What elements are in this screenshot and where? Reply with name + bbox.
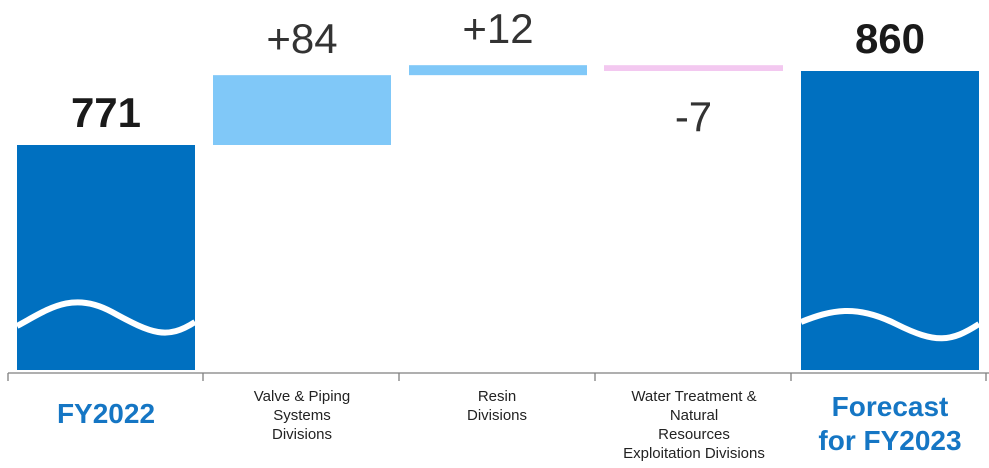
bar-total <box>17 145 195 370</box>
bar-total <box>801 71 979 370</box>
category-label-line: Exploitation Divisions <box>623 445 765 462</box>
bar-increase <box>409 65 587 76</box>
category-label: FY2022 <box>57 398 155 429</box>
data-label: 860 <box>855 15 925 62</box>
data-label: -7 <box>675 93 712 140</box>
category-label-line: for FY2023 <box>818 425 961 456</box>
category-label-line: Divisions <box>467 407 527 424</box>
bar-increase <box>213 75 391 145</box>
bar-wave-decoration <box>799 307 981 342</box>
category-label-line: FY2022 <box>57 398 155 429</box>
category-label-line: Forecast <box>832 391 949 422</box>
category-label-line: Resin <box>478 388 516 405</box>
bar-wave-decoration <box>15 299 197 336</box>
category-label-line: Valve & Piping <box>254 388 350 405</box>
bar-decrease <box>604 65 783 71</box>
category-label-line: Divisions <box>272 426 332 443</box>
category-label: Valve & Piping Systems Divisions <box>254 388 350 443</box>
category-label-line: Resources <box>658 426 730 443</box>
data-label: +84 <box>266 15 337 62</box>
category-label: Forecast for FY2023 <box>818 391 961 456</box>
data-label: 771 <box>71 89 141 136</box>
category-label-line: Water Treatment & <box>631 388 756 405</box>
category-label: Water Treatment & Natural Resources Exploit… <box>623 388 765 462</box>
category-label-line: Natural <box>670 407 718 424</box>
category-label: Resin Divisions <box>467 388 527 424</box>
category-label-line: Systems <box>273 407 331 424</box>
data-label: +12 <box>462 5 533 52</box>
